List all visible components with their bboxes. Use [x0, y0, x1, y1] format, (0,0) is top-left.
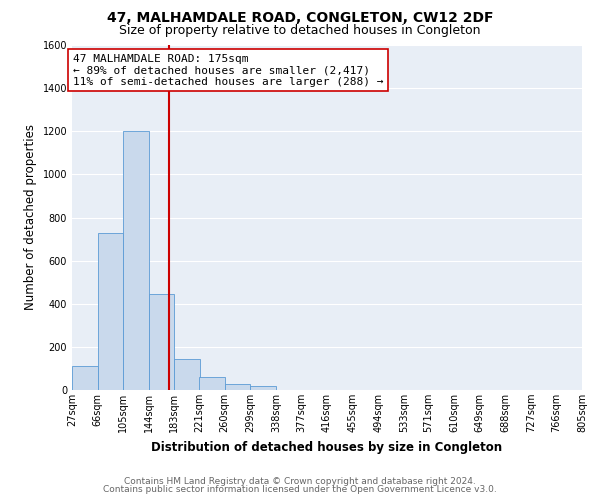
Bar — [174, 358, 200, 390]
Text: Contains public sector information licensed under the Open Government Licence v3: Contains public sector information licen… — [103, 485, 497, 494]
Text: Contains HM Land Registry data © Crown copyright and database right 2024.: Contains HM Land Registry data © Crown c… — [124, 477, 476, 486]
Bar — [199, 377, 225, 390]
Bar — [250, 386, 276, 390]
Y-axis label: Number of detached properties: Number of detached properties — [24, 124, 37, 310]
Bar — [98, 232, 123, 390]
Text: Size of property relative to detached houses in Congleton: Size of property relative to detached ho… — [119, 24, 481, 37]
Text: 47 MALHAMDALE ROAD: 175sqm
← 89% of detached houses are smaller (2,417)
11% of s: 47 MALHAMDALE ROAD: 175sqm ← 89% of deta… — [73, 54, 383, 87]
Bar — [123, 131, 149, 390]
Bar — [225, 384, 250, 390]
Text: 47, MALHAMDALE ROAD, CONGLETON, CW12 2DF: 47, MALHAMDALE ROAD, CONGLETON, CW12 2DF — [107, 11, 493, 25]
X-axis label: Distribution of detached houses by size in Congleton: Distribution of detached houses by size … — [151, 440, 503, 454]
Bar — [72, 366, 98, 390]
Bar — [149, 294, 174, 390]
